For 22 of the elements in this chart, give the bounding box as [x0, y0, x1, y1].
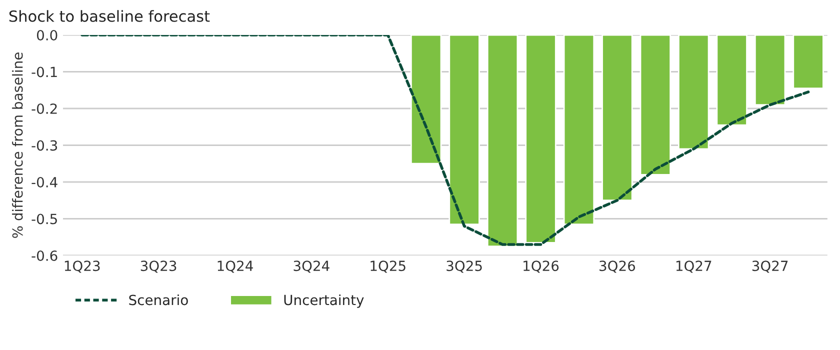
x-tick-label: 1Q27 — [676, 260, 712, 273]
x-tick-label: 3Q26 — [600, 260, 636, 273]
x-tick-label: 1Q26 — [524, 260, 559, 273]
y-tick-label: -0.5 — [32, 214, 57, 224]
chart-title: Shock to baseline forecast — [9, 10, 210, 22]
legend-label: Scenario — [129, 294, 188, 306]
x-tick-label: 3Q24 — [294, 260, 330, 273]
y-tick-label: -0.6 — [32, 250, 58, 261]
x-tick-label: 3Q25 — [446, 260, 482, 273]
y-tick-label: -0.4 — [32, 176, 58, 188]
line-series — [80, 35, 810, 246]
y-tick-label: -0.3 — [32, 140, 58, 151]
y-tick-label: -0.1 — [32, 66, 57, 78]
y-tick-label: -0.2 — [32, 103, 57, 114]
legend-label: Uncertainty — [284, 294, 364, 308]
x-tick-label: 1Q23 — [64, 260, 100, 273]
y-axis-title: % difference from baseline — [12, 52, 23, 238]
x-tick-label: 1Q25 — [370, 260, 406, 273]
x-tick-label: 3Q23 — [140, 260, 176, 273]
x-tick-label: 1Q24 — [218, 260, 253, 273]
x-tick-label: 3Q27 — [752, 260, 788, 273]
y-tick-label: 0.0 — [36, 30, 58, 40]
